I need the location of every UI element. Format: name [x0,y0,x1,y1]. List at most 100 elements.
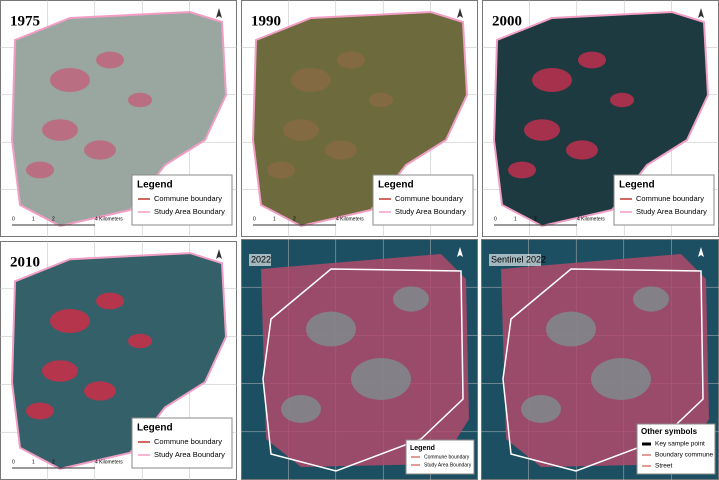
land-patch [96,51,124,69]
legend-item: Street [655,463,673,470]
land-patch [633,286,669,312]
legend-item: Study Area Boundary [395,207,466,216]
legend: Other symbols Key sample point Boundary co… [636,423,716,475]
legend-item: Commune boundary [154,437,222,446]
land-patch [96,292,124,310]
scale-label: 4 Kilometers [336,216,364,222]
legend-box [372,174,474,226]
legend-item: Study Area Boundary [154,450,225,459]
land-patch [42,119,78,141]
map-panel: 1990 Legend Commune boundary Study Area Bou… [241,0,478,237]
legend-item: Key sample point [655,441,705,448]
land-patch [281,395,321,423]
legend-item: Boundary commune [655,452,714,459]
scale-label: 4 Kilometers [577,216,605,222]
land-patch [524,119,560,141]
legend-box [613,174,715,226]
title-bg [249,254,271,266]
study-boundary [262,268,464,472]
north-arrow [216,8,222,18]
land-patch [50,68,90,92]
north-arrow [457,8,463,18]
legend: Legend Commune boundary Study Area Boundar… [372,174,474,226]
year-label: 2010 [10,254,40,270]
land-patch [128,92,152,108]
year-label: 1990 [251,13,281,29]
scale-label: 4 Kilometers [95,216,123,222]
scale-label: 1 [514,216,517,222]
legend: Legend Commune boundary Study Area Boundar… [405,439,475,475]
land-patch [566,140,598,160]
land-patch [26,161,54,179]
land-patch [128,333,152,349]
study-area [10,10,228,228]
legend-item: Commune boundary [395,194,463,203]
legend-box [131,174,233,226]
study-area [492,10,710,228]
north-arrow [698,247,704,257]
legend-title: Legend [137,423,173,434]
map-panel: Sentinel 2022 Other symbols Key sample poi… [481,239,719,480]
land-patch [291,68,331,92]
legend-title: Legend [378,180,414,191]
legend-item: Study Area Boundary [154,207,225,216]
legend: Legend Commune boundary Study Area Boundar… [131,417,233,469]
title-bg [489,254,541,266]
land-patch [50,309,90,333]
land-patch [369,92,393,108]
scale-label: 0 [12,216,15,222]
north-arrow [698,8,704,18]
legend-box [131,417,233,469]
legend: Legend Commune boundary Study Area Boundar… [131,174,233,226]
legend-title: Legend [619,180,655,191]
land-patch [84,140,116,160]
scale-label: 2 [52,216,55,222]
scale-label: 1 [32,459,35,465]
legend-title: Legend [410,445,435,452]
land-patch [325,140,357,160]
land-patch [521,395,561,423]
land-patch [393,286,429,312]
land-patch [306,311,356,347]
land-patch [532,68,572,92]
scale-label: 0 [12,459,15,465]
land-patch [26,402,54,420]
scale-label: 2 [534,216,537,222]
land-patch [267,161,295,179]
year-label: 2022 [251,254,271,264]
legend-item: Commune boundary [424,454,470,460]
land-patch [42,360,78,382]
year-label: 1975 [10,13,40,29]
year-label: 2000 [492,13,522,29]
scale-label: 0 [253,216,256,222]
scale-label: 2 [293,216,296,222]
land-patch [351,358,411,400]
legend-title: Other symbols [641,427,698,436]
year-label: Sentinel 2022 [491,254,546,264]
land-patch [508,161,536,179]
land-patch [283,119,319,141]
land-patch [84,381,116,401]
land-patch [610,92,634,108]
map-panel: 1975 Legend Commune boundary Study Area Bou… [0,0,237,237]
scale-label: 1 [273,216,276,222]
legend: Legend Commune boundary Study Area Boundar… [613,174,715,226]
legend-item: Study Area Boundary [424,462,472,468]
north-arrow [457,247,463,257]
land-patch [578,51,606,69]
study-area [251,10,469,228]
scale-label: 0 [494,216,497,222]
legend-item: Commune boundary [154,194,222,203]
land [261,254,469,467]
map-panel: 2022 Legend Commune boundary Study Area Bou… [241,239,478,480]
land-patch [546,311,596,347]
legend-item: Study Area Boundary [636,207,707,216]
land-patch [591,358,651,400]
legend-title: Legend [137,180,173,191]
scale-label: 2 [52,459,55,465]
north-arrow [216,249,222,259]
map-panel: 2010 Legend Commune boundary Study Area Bou… [0,241,237,480]
scale-label: 4 Kilometers [95,459,123,465]
scale-label: 1 [32,216,35,222]
